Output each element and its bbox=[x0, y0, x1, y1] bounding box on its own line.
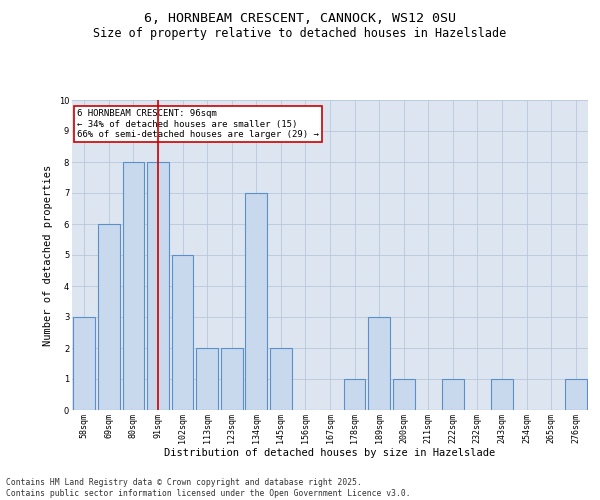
Bar bbox=[368, 317, 390, 410]
Bar bbox=[393, 379, 415, 410]
Bar bbox=[73, 317, 95, 410]
Text: 6, HORNBEAM CRESCENT, CANNOCK, WS12 0SU: 6, HORNBEAM CRESCENT, CANNOCK, WS12 0SU bbox=[144, 12, 456, 26]
Bar bbox=[122, 162, 144, 410]
Text: Contains HM Land Registry data © Crown copyright and database right 2025.
Contai: Contains HM Land Registry data © Crown c… bbox=[6, 478, 410, 498]
Bar bbox=[98, 224, 119, 410]
Bar bbox=[172, 255, 193, 410]
Bar bbox=[147, 162, 169, 410]
Bar bbox=[442, 379, 464, 410]
X-axis label: Distribution of detached houses by size in Hazelslade: Distribution of detached houses by size … bbox=[164, 448, 496, 458]
Bar bbox=[270, 348, 292, 410]
Bar bbox=[344, 379, 365, 410]
Bar bbox=[245, 193, 267, 410]
Bar bbox=[221, 348, 242, 410]
Text: 6 HORNBEAM CRESCENT: 96sqm
← 34% of detached houses are smaller (15)
66% of semi: 6 HORNBEAM CRESCENT: 96sqm ← 34% of deta… bbox=[77, 110, 319, 139]
Bar bbox=[565, 379, 587, 410]
Bar bbox=[491, 379, 513, 410]
Text: Size of property relative to detached houses in Hazelslade: Size of property relative to detached ho… bbox=[94, 28, 506, 40]
Bar bbox=[196, 348, 218, 410]
Y-axis label: Number of detached properties: Number of detached properties bbox=[43, 164, 53, 346]
